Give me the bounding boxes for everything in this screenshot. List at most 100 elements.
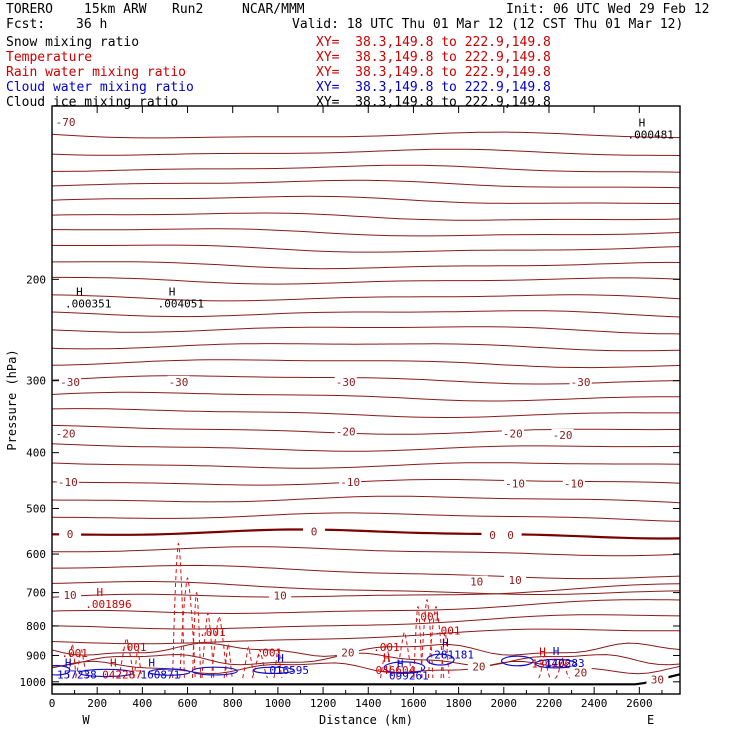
temperature-label-bg bbox=[303, 525, 326, 538]
x-tick-label: 1600 bbox=[400, 697, 427, 710]
header-model: TORERO bbox=[6, 2, 53, 17]
isotherm-line bbox=[52, 148, 680, 156]
temperature-label: -20 bbox=[56, 428, 76, 441]
y-tick-label: 500 bbox=[26, 502, 46, 515]
maximum-marker: H bbox=[442, 636, 449, 649]
isotherm-line bbox=[52, 462, 680, 469]
temperature-label-bg bbox=[54, 427, 77, 440]
temperature-label-bg bbox=[481, 529, 504, 542]
cloud-water-contour bbox=[500, 655, 534, 667]
temperature-label: 20 bbox=[341, 646, 354, 659]
temperature-label: 10 bbox=[274, 589, 287, 602]
isotherm-line bbox=[52, 583, 680, 598]
temperature-label: -20 bbox=[503, 428, 523, 441]
cloud-water-contour bbox=[534, 658, 577, 669]
rain-label: .001 bbox=[199, 626, 226, 639]
rain-contour bbox=[210, 615, 228, 679]
maximum-value: .001896 bbox=[85, 598, 131, 611]
header-valid: Valid: 18 UTC Thu 01 Mar 12 (12 CST Thu … bbox=[292, 17, 684, 32]
east-label: E bbox=[647, 713, 654, 727]
isotherm-line bbox=[52, 512, 680, 522]
header-fcst-value: 36 h bbox=[76, 17, 108, 32]
isotherm-line bbox=[52, 391, 680, 402]
temperature-label: -70 bbox=[56, 116, 76, 129]
maximum-marker: H bbox=[397, 657, 404, 670]
header-run: Run2 bbox=[172, 2, 204, 17]
maximum-value: 157238 bbox=[57, 669, 97, 682]
temperature-label-bg bbox=[56, 475, 79, 488]
rain-label: .001 bbox=[414, 611, 441, 624]
west-label: W bbox=[82, 713, 90, 727]
maximum-value: 016595 bbox=[269, 664, 309, 677]
rain-label: .001 bbox=[120, 641, 147, 654]
temperature-label: 0 bbox=[311, 526, 318, 539]
maximum-marker: H bbox=[148, 657, 155, 670]
maximum-value: .000351 bbox=[65, 297, 111, 310]
temperature-label-bg bbox=[504, 573, 527, 586]
temperature-label: 10 bbox=[470, 576, 483, 589]
temperature-label: 20 bbox=[472, 660, 485, 673]
temperature-label-bg bbox=[54, 116, 77, 129]
temperature-label: -30 bbox=[60, 376, 80, 389]
cloud-water-contour bbox=[383, 661, 426, 675]
isotherm-line bbox=[52, 228, 680, 237]
isotherm-line bbox=[52, 326, 680, 335]
x-tick-label: 2600 bbox=[626, 697, 653, 710]
isotherm-line bbox=[52, 343, 680, 352]
rain-contour bbox=[118, 637, 135, 679]
maximum-value: 134706 bbox=[531, 657, 571, 670]
isotherm-line bbox=[52, 599, 680, 615]
isotherm-line bbox=[52, 294, 680, 302]
y-tick-label: 600 bbox=[26, 548, 46, 561]
temperature-label: -10 bbox=[564, 478, 584, 491]
maximum-marker: H bbox=[539, 645, 546, 658]
maximum-value: 046604 bbox=[375, 664, 415, 677]
legend-snow-label: Snow mixing ratio bbox=[6, 35, 140, 50]
rain-label: .001 bbox=[434, 625, 461, 638]
x-tick-label: 0 bbox=[49, 697, 56, 710]
isotherm-line bbox=[52, 424, 680, 435]
temperature-label-bg bbox=[569, 666, 592, 679]
temperature-label: -20 bbox=[336, 426, 356, 439]
axis-layer: 0 200 400 600 800 1000 1200 1400 1600 1800 2000 220… bbox=[5, 105, 681, 727]
temperature-label-bg bbox=[167, 375, 190, 388]
isotherm-line bbox=[52, 195, 680, 204]
legend-rain-xy: XY= 38.3,149.8 to 222.9,149.8 bbox=[316, 65, 551, 80]
isotherm-line bbox=[52, 614, 680, 630]
x-tick-label: 2400 bbox=[581, 697, 608, 710]
temperature-label: -10 bbox=[340, 476, 360, 489]
temperature-label-bg bbox=[336, 646, 359, 659]
y-tick-label: 1000 bbox=[20, 676, 47, 689]
cloud-water-contour bbox=[252, 666, 295, 675]
temperature-label: -30 bbox=[336, 376, 356, 389]
legend-rain-label: Rain water mixing ratio bbox=[6, 65, 187, 80]
header-init: Init: 06 UTC Wed 29 Feb 12 bbox=[506, 2, 710, 17]
isotherm-line bbox=[52, 443, 680, 452]
maximum-marker: H bbox=[65, 657, 72, 670]
temperature-label-bg bbox=[646, 673, 669, 686]
temperature-label-bg bbox=[339, 475, 362, 488]
rain-contour bbox=[242, 646, 255, 679]
isotherm-line bbox=[52, 212, 680, 221]
temperature-label: -10 bbox=[505, 478, 525, 491]
rain-contour bbox=[201, 612, 215, 679]
maximum-value: .000481 bbox=[627, 129, 673, 142]
isotherm-line bbox=[52, 261, 680, 270]
isotherm-line bbox=[52, 581, 680, 595]
maximum-value: 099261 bbox=[389, 669, 429, 682]
x-tick-label: 1200 bbox=[310, 697, 337, 710]
legend-cloud-water-xy: XY= 38.3,149.8 to 222.9,149.8 bbox=[316, 80, 551, 95]
rain-contour bbox=[413, 606, 423, 679]
contour-lines-layer bbox=[52, 131, 680, 686]
temperature-label: 0 bbox=[67, 528, 74, 541]
isotherm-line bbox=[52, 528, 680, 540]
y-tick-label: 900 bbox=[26, 649, 46, 662]
rain-contour bbox=[75, 649, 88, 679]
temperature-label-bg bbox=[504, 477, 527, 490]
legend-snow-xy: XY= 38.3,149.8 to 222.9,149.8 bbox=[316, 35, 551, 50]
legend-cloud-water-label: Cloud water mixing ratio bbox=[6, 80, 194, 95]
cloud-water-contour bbox=[426, 653, 455, 666]
isotherm-line bbox=[52, 546, 680, 557]
cloud-water-contour bbox=[148, 668, 191, 676]
temperature-label: -10 bbox=[58, 476, 78, 489]
